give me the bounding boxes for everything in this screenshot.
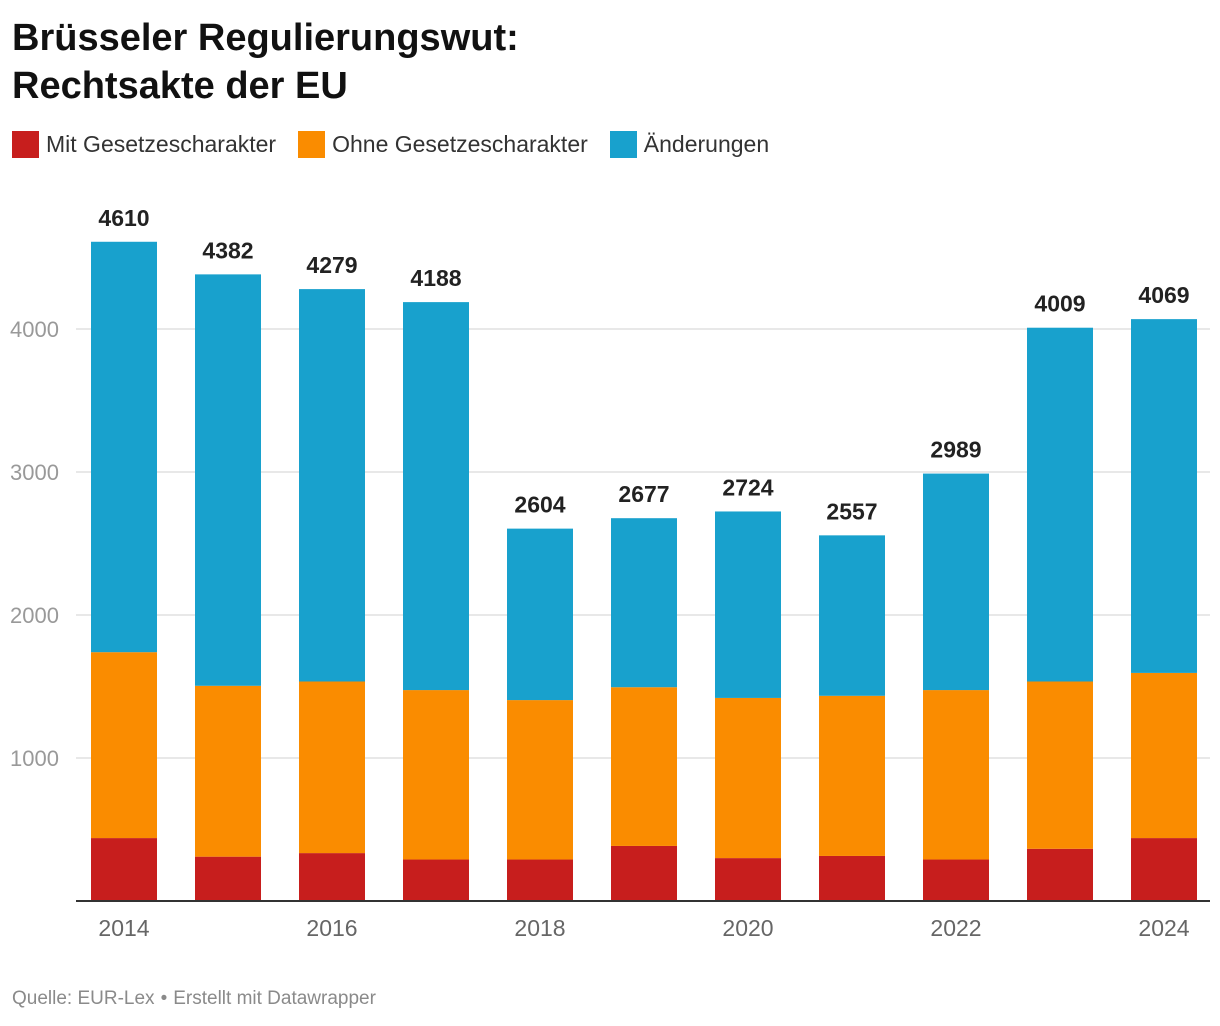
x-tick-label-2022: 2022 — [930, 915, 981, 941]
bar-2021-mit — [819, 855, 885, 901]
total-label-2014: 4610 — [98, 205, 149, 231]
bar-2021-ohne — [819, 695, 885, 856]
bar-2015-mit — [195, 856, 261, 901]
bar-2024-aenderungen — [1131, 319, 1197, 673]
y-tick-label-1000: 1000 — [10, 746, 59, 771]
y-tick-label-4000: 4000 — [10, 317, 59, 342]
bar-2023-aenderungen — [1027, 327, 1093, 682]
source-text: Quelle: EUR-Lex — [12, 988, 155, 1009]
x-tick-label-2020: 2020 — [722, 915, 773, 941]
bar-2019-aenderungen — [611, 518, 677, 688]
legend-swatch-aenderungen — [609, 131, 637, 158]
bar-2021-aenderungen — [819, 535, 885, 696]
bar-2022-ohne — [923, 690, 989, 860]
y-tick-label-2000: 2000 — [10, 603, 59, 628]
bar-2022-mit — [923, 859, 989, 901]
bar-2020-ohne — [715, 697, 781, 859]
legend: Mit Gesetzescharakter Ohne Gesetzeschara… — [12, 131, 791, 158]
title-line-2: Rechtsakte der EU — [12, 65, 348, 107]
legend-swatch-ohne — [298, 131, 326, 158]
legend-item-mit: Mit Gesetzescharakter — [12, 131, 276, 158]
bar-2014-mit — [91, 838, 157, 901]
total-label-2017: 4188 — [410, 265, 461, 291]
bar-2015-aenderungen — [195, 274, 261, 686]
total-label-2016: 4279 — [306, 252, 357, 278]
total-label-2024: 4069 — [1138, 282, 1189, 308]
bar-2017-aenderungen — [403, 302, 469, 691]
legend-item-ohne: Ohne Gesetzescharakter — [298, 131, 588, 158]
title-line-1: Brüsseler Regulierungswut: — [12, 17, 519, 59]
x-tick-label-2016: 2016 — [306, 915, 357, 941]
bar-2014-aenderungen — [91, 241, 157, 653]
bar-2017-ohne — [403, 690, 469, 860]
footer-separator: • — [160, 988, 168, 1009]
bar-2024-ohne — [1131, 672, 1197, 839]
bar-2014-ohne — [91, 652, 157, 839]
bar-2017-mit — [403, 859, 469, 901]
legend-swatch-mit — [12, 131, 39, 158]
total-label-2021: 2557 — [826, 498, 877, 524]
legend-label-mit: Mit Gesetzescharakter — [46, 131, 277, 157]
total-label-2018: 2604 — [514, 492, 565, 518]
total-label-2015: 4382 — [202, 237, 253, 263]
chart-title: Brüsseler Regulierungswut: Rechtsakte de… — [12, 14, 519, 110]
bar-2015-ohne — [195, 685, 261, 857]
x-tick-label-2014: 2014 — [98, 915, 149, 941]
bar-2024-mit — [1131, 838, 1197, 901]
bar-chart: 1000 2000 3000 4000 4610 4382 4279 4188 2604 2677… — [10, 205, 1210, 941]
legend-label-aenderungen: Änderungen — [643, 131, 770, 157]
bar-2016-ohne — [299, 681, 365, 854]
footer: Quelle: EUR-Lex • Erstellt mit Datawrapper — [12, 988, 376, 1010]
bar-2019-mit — [611, 845, 677, 901]
total-label-2022: 2989 — [930, 437, 981, 463]
legend-item-aenderungen: Änderungen — [609, 131, 770, 158]
bar-2020-aenderungen — [715, 511, 781, 698]
total-label-2019: 2677 — [618, 481, 669, 507]
bar-2023-ohne — [1027, 681, 1093, 849]
bar-2022-aenderungen — [923, 473, 989, 691]
bar-2016-aenderungen — [299, 289, 365, 682]
y-tick-label-3000: 3000 — [10, 460, 59, 485]
bar-2016-mit — [299, 853, 365, 901]
total-label-2020: 2724 — [722, 474, 773, 500]
bar-2018-aenderungen — [507, 528, 573, 701]
legend-label-ohne: Ohne Gesetzescharakter — [332, 131, 588, 157]
bar-2023-mit — [1027, 848, 1093, 901]
bar-2018-ohne — [507, 700, 573, 860]
x-tick-label-2024: 2024 — [1138, 915, 1189, 941]
bar-2019-ohne — [611, 687, 677, 846]
x-tick-label-2018: 2018 — [514, 915, 565, 941]
bar-2018-mit — [507, 859, 573, 901]
credit-text: Erstellt mit Datawrapper — [173, 988, 376, 1009]
bar-2020-mit — [715, 858, 781, 901]
total-label-2023: 4009 — [1034, 291, 1085, 317]
